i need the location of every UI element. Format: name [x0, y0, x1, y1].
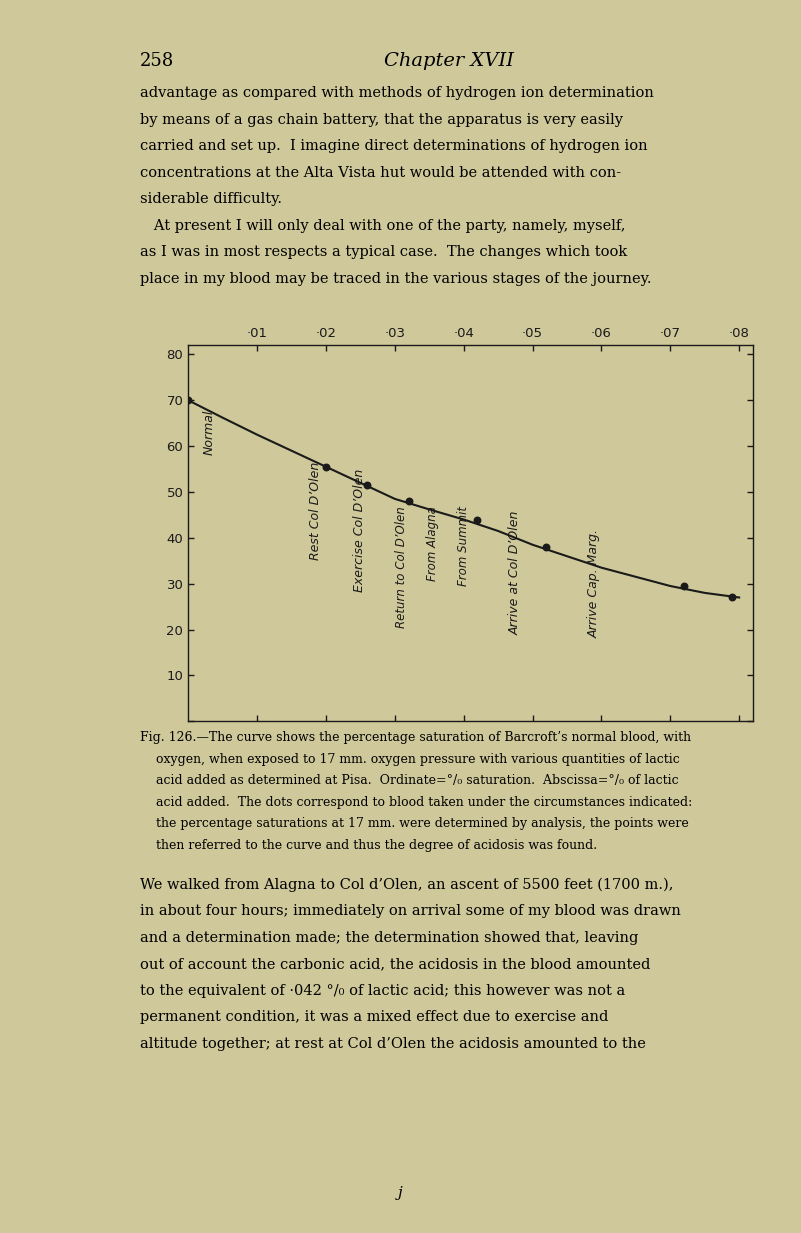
Text: the percentage saturations at 17 mm. were determined by analysis, the points wer: the percentage saturations at 17 mm. wer… [140, 817, 689, 831]
Point [678, 576, 690, 596]
Text: in about four hours; immediately on arrival some of my blood was drawn: in about four hours; immediately on arri… [140, 905, 681, 919]
Text: then referred to the curve and thus the degree of acidosis was found.: then referred to the curve and thus the … [140, 840, 598, 852]
Text: We walked from Alagna to Col d’Olen, an ascent of 5500 feet (1700 m.),: We walked from Alagna to Col d’Olen, an … [140, 878, 674, 893]
Text: carried and set up.  I imagine direct determinations of hydrogen ion: carried and set up. I imagine direct det… [140, 139, 648, 153]
Text: Normal: Normal [203, 409, 215, 455]
Point [540, 538, 553, 557]
Text: 258: 258 [140, 52, 175, 70]
Text: permanent condition, it was a mixed effect due to exercise and: permanent condition, it was a mixed effe… [140, 1011, 609, 1025]
Point [320, 457, 332, 477]
Text: Arrive Cap. Marg.: Arrive Cap. Marg. [588, 529, 601, 637]
Text: altitude together; at rest at Col d’Olen the acidosis amounted to the: altitude together; at rest at Col d’Olen… [140, 1037, 646, 1051]
Point [726, 588, 739, 608]
Text: out of account the carbonic acid, the acidosis in the blood amounted: out of account the carbonic acid, the ac… [140, 957, 650, 972]
Text: Rest Col D’Olen: Rest Col D’Olen [309, 462, 322, 561]
Text: Exercise Col D’Olen: Exercise Col D’Olen [352, 469, 365, 592]
Text: acid added as determined at Pisa.  Ordinate=°/₀ saturation.  Abscissa=°/₀ of lac: acid added as determined at Pisa. Ordina… [140, 774, 678, 788]
Point [471, 509, 484, 529]
Text: At present I will only deal with one of the party, namely, myself,: At present I will only deal with one of … [140, 219, 626, 233]
Point [402, 491, 415, 510]
Text: Chapter XVII: Chapter XVII [384, 52, 513, 70]
Text: Fig. 126.—The curve shows the percentage saturation of Barcroft’s normal blood, : Fig. 126.—The curve shows the percentage… [140, 731, 691, 745]
Text: and a determination made; the determination showed that, leaving: and a determination made; the determinat… [140, 931, 638, 944]
Text: oxygen, when exposed to 17 mm. oxygen pressure with various quantities of lactic: oxygen, when exposed to 17 mm. oxygen pr… [140, 752, 680, 766]
Text: Return to Col D’Olen: Return to Col D’Olen [395, 506, 409, 628]
Text: by means of a gas chain battery, that the apparatus is very easily: by means of a gas chain battery, that th… [140, 112, 623, 127]
Text: Arrive at Col D’Olen: Arrive at Col D’Olen [509, 510, 521, 635]
Text: acid added.  The dots correspond to blood taken under the circumstances indicate: acid added. The dots correspond to blood… [140, 797, 692, 809]
Point [361, 475, 374, 494]
Text: siderable difficulty.: siderable difficulty. [140, 192, 282, 206]
Text: concentrations at the Alta Vista hut would be attended with con-: concentrations at the Alta Vista hut wou… [140, 165, 622, 180]
Text: place in my blood may be traced in the various stages of the journey.: place in my blood may be traced in the v… [140, 271, 652, 286]
Text: advantage as compared with methods of hydrogen ion determination: advantage as compared with methods of hy… [140, 86, 654, 100]
Point [182, 391, 195, 411]
Text: From Alagna: From Alagna [426, 506, 439, 581]
Text: From Summit: From Summit [457, 506, 470, 586]
Text: j: j [398, 1186, 403, 1200]
Text: to the equivalent of ·042 °/₀ of lactic acid; this however was not a: to the equivalent of ·042 °/₀ of lactic … [140, 984, 626, 997]
Text: as I was in most respects a typical case.  The changes which took: as I was in most respects a typical case… [140, 245, 627, 259]
